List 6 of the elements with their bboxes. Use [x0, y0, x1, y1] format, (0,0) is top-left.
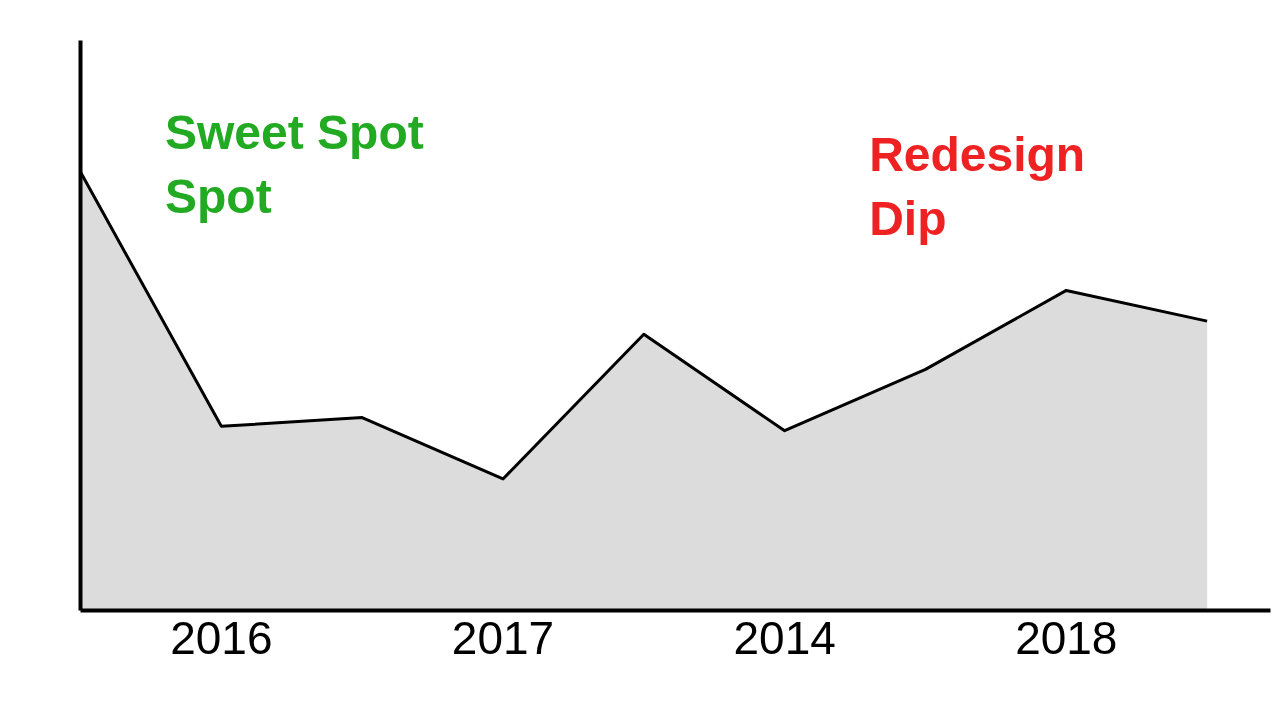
x-tick-label: 2014: [733, 611, 836, 664]
x-tick-label: 2017: [451, 611, 555, 664]
x-tick-label: 2018: [1015, 611, 1118, 664]
x-tick-label: 2016: [170, 611, 273, 664]
annotation: Sweet Spot Spot: [165, 106, 424, 223]
annotation: Redesign Dip: [869, 128, 1086, 245]
